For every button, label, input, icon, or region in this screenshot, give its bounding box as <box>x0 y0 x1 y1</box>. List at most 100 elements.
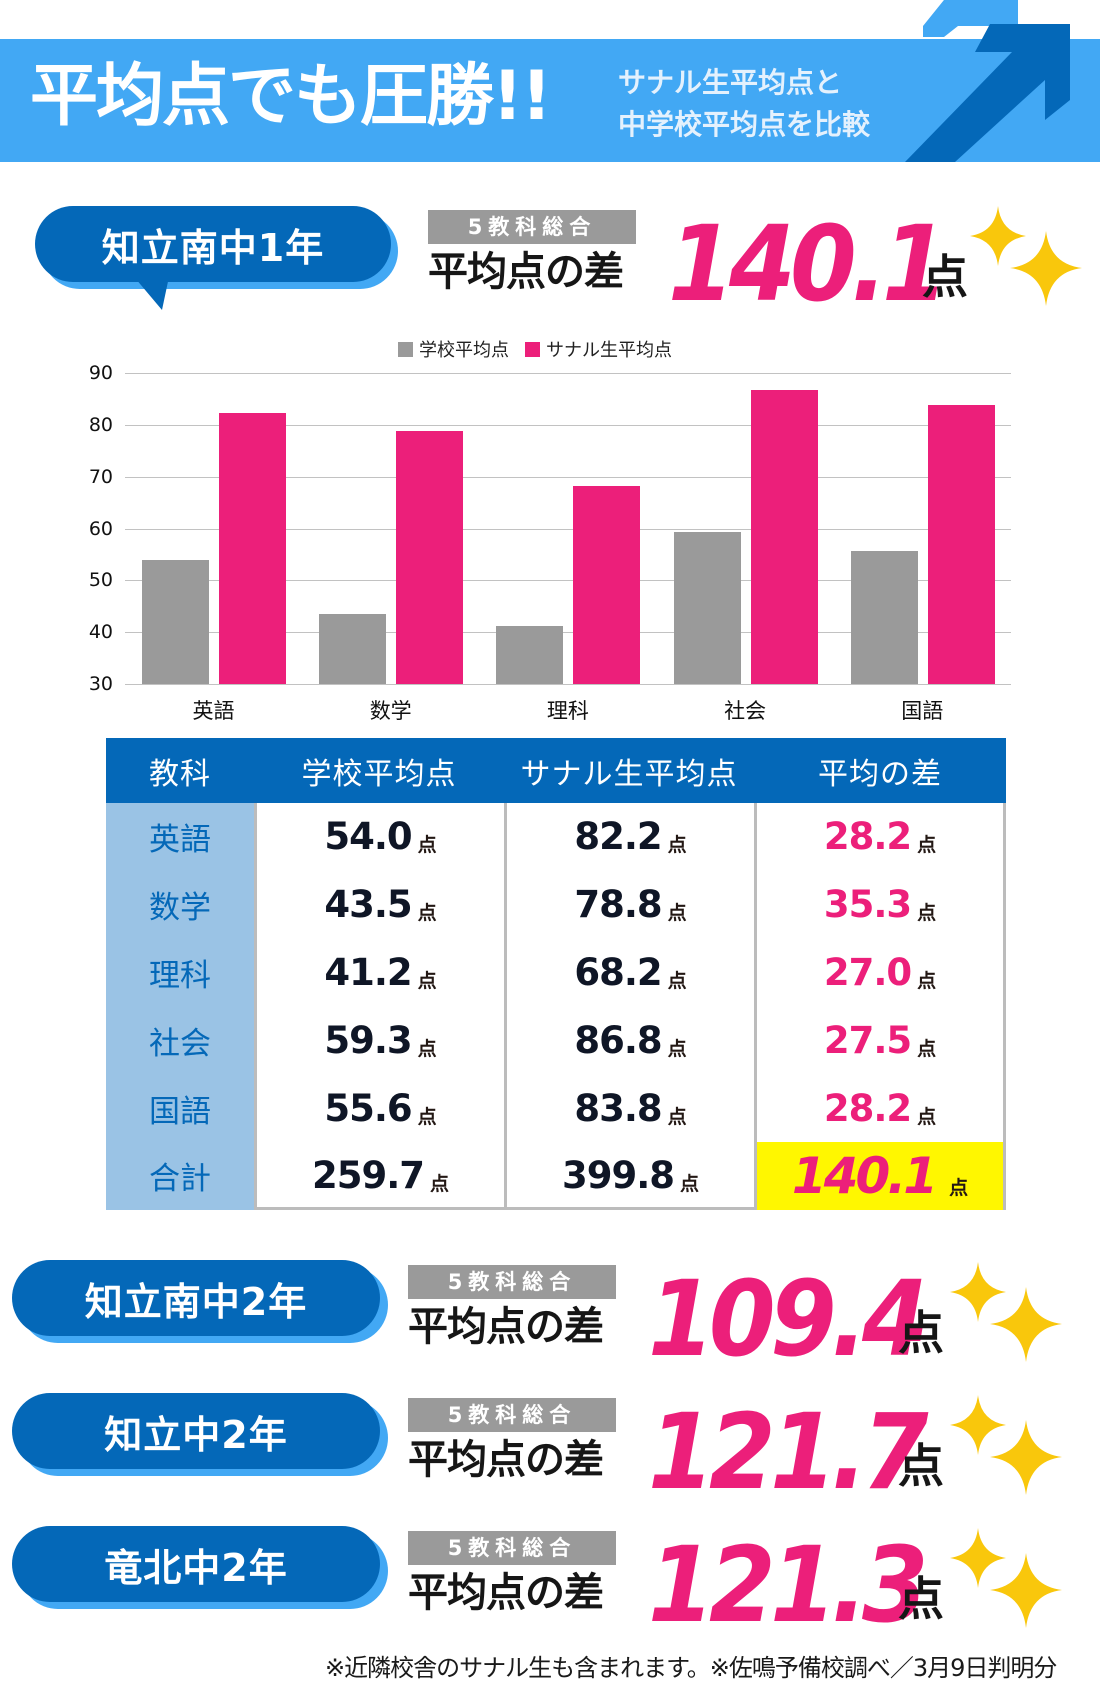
bar-sanaru-average <box>573 486 641 684</box>
bar-sanaru-average <box>396 431 464 684</box>
average-diff-value: 121.7 <box>648 1391 929 1513</box>
points-unit: 点 <box>898 1572 944 1626</box>
th-average-diff: 平均の差 <box>818 756 942 792</box>
score-unit: 点 <box>667 834 687 857</box>
legend-swatch-gray <box>398 341 413 357</box>
score-unit: 点 <box>667 969 687 992</box>
score-value: 259.7 <box>311 1154 425 1198</box>
score-unit: 点 <box>667 1105 687 1128</box>
sanaru-value-cell: 83.8 点 <box>507 1074 754 1142</box>
gridline <box>125 476 1011 478</box>
legend-item-school: 学校平均点 <box>398 336 509 362</box>
school-value-cell: 55.6 点 <box>257 1074 504 1142</box>
score-unit: 点 <box>417 902 437 925</box>
score-unit: 点 <box>417 969 437 992</box>
y-axis-tick: 90 <box>88 362 113 384</box>
school-badge: 竜北中2年 <box>12 1526 380 1602</box>
sanaru-average-column: 82.2 点 78.8 点 68.2 点 86.8 点 83.8 点 399.8 点 <box>504 803 754 1210</box>
score-value: 27.0 <box>823 950 912 994</box>
subject-cell: 理科 <box>149 957 211 994</box>
x-axis-tick: 理科 <box>546 699 589 723</box>
points-unit: 点 <box>898 1439 944 1493</box>
diff-value-cell: 27.0 点 <box>757 939 1003 1007</box>
average-diff-label: 平均点の差 <box>408 1570 604 1616</box>
bar-sanaru-average <box>219 413 286 684</box>
score-value: 54.0 <box>324 815 412 859</box>
sparkle-icon <box>970 206 1082 306</box>
score-value: 68.2 <box>574 950 662 994</box>
subject-total-label: 5教科総合 <box>408 1265 616 1299</box>
score-unit: 点 <box>917 1105 937 1128</box>
page-title: 平均点でも圧勝!! <box>30 57 552 136</box>
score-value: 82.2 <box>574 815 662 859</box>
score-unit: 点 <box>667 902 687 925</box>
trend-up-arrow-icon <box>905 0 1070 162</box>
subtitle-line-1: サナル生平均点と <box>618 66 843 99</box>
school-value-cell: 41.2 点 <box>257 939 504 1007</box>
score-value: 28.2 <box>823 815 912 859</box>
subject-cell: 国語 <box>149 1093 211 1130</box>
sparkle-icon <box>950 1395 1062 1495</box>
score-unit: 点 <box>680 1173 700 1196</box>
th-school-average: 学校平均点 <box>301 756 457 792</box>
score-unit: 点 <box>667 1037 687 1060</box>
score-unit: 点 <box>430 1173 450 1196</box>
y-axis-tick: 50 <box>88 569 113 592</box>
subject-total-label: 5教科総合 <box>408 1531 616 1565</box>
bar-school-average <box>850 551 918 684</box>
subject-cell: 社会 <box>149 1025 211 1062</box>
y-axis-tick: 30 <box>88 673 113 695</box>
bar-sanaru-average <box>750 389 818 684</box>
x-axis-tick: 数学 <box>369 699 412 723</box>
y-axis-tick: 70 <box>88 465 113 488</box>
sanaru-value-cell: 86.8 点 <box>507 1006 754 1074</box>
points-unit: 点 <box>922 250 968 304</box>
footnote: ※近隣校舎のサナル生も含まれます。※佐鳴予備校調べ／3月9日判明分 <box>325 1654 1057 1682</box>
school-average-column: 54.0 点 43.5 点 41.2 点 59.3 点 55.6 点 259.7 点 <box>254 803 504 1210</box>
score-value: 27.5 <box>823 1018 912 1062</box>
bar-school-average <box>496 625 564 684</box>
average-diff-value: 109.4 <box>648 1258 929 1380</box>
bar-sanaru-average <box>927 405 995 684</box>
bar-school-average <box>673 532 741 684</box>
bar-chart-plot: 90 80 70 60 50 40 30 英語 数学 理科 社会 国語 <box>89 363 1011 723</box>
score-value: 55.6 <box>324 1086 412 1130</box>
sanaru-value-cell: 82.2 点 <box>507 803 754 871</box>
legend-label-school: 学校平均点 <box>419 340 509 361</box>
page-subtitle: サナル生平均点と 中学校平均点を比較 <box>618 62 870 146</box>
average-diff-value: 121.3 <box>648 1524 929 1646</box>
score-unit: 点 <box>917 1037 937 1060</box>
result-card-3: 知立中2年 5教科総合 平均点の差 121.7 点 <box>0 1383 1100 1513</box>
score-value: 28.2 <box>823 1086 912 1130</box>
x-axis-tick: 国語 <box>901 699 944 723</box>
score-value: 78.8 <box>574 883 662 927</box>
x-axis-tick: 社会 <box>724 699 767 723</box>
school-value-cell: 54.0 点 <box>257 803 504 871</box>
score-value: 140.1 <box>791 1146 938 1205</box>
legend-label-sanaru: サナル生平均点 <box>546 340 672 361</box>
score-value: 86.8 <box>574 1018 662 1062</box>
subject-total-label: 5教科総合 <box>428 210 636 244</box>
diff-value-cell: 28.2 点 <box>757 1074 1003 1142</box>
th-sanaru-average: サナル生平均点 <box>520 756 738 792</box>
diff-value-cell: 28.2 点 <box>757 803 1003 871</box>
score-unit: 点 <box>917 969 937 992</box>
y-axis-tick: 60 <box>88 517 113 540</box>
score-value: 399.8 <box>561 1154 675 1198</box>
sanaru-value-cell: 68.2 点 <box>507 939 754 1007</box>
subject-cell: 数学 <box>149 890 211 927</box>
score-unit: 点 <box>417 1037 437 1060</box>
legend-item-sanaru: サナル生平均点 <box>525 336 672 362</box>
school-value-cell: 59.3 点 <box>257 1006 504 1074</box>
score-unit: 点 <box>417 1105 437 1128</box>
gridline <box>125 632 1011 634</box>
subtitle-line-2: 中学校平均点を比較 <box>618 108 871 141</box>
subject-cell: 合計 <box>149 1161 211 1198</box>
score-unit: 点 <box>417 834 437 857</box>
diff-value-cell: 27.5 点 <box>757 1006 1003 1074</box>
sanaru-value-cell: 399.8 点 <box>507 1142 754 1210</box>
subject-total-label: 5教科総合 <box>408 1398 616 1432</box>
school-badge: 知立南中1年 <box>35 206 391 282</box>
gridline <box>125 373 1011 374</box>
y-axis-tick: 80 <box>88 413 113 436</box>
